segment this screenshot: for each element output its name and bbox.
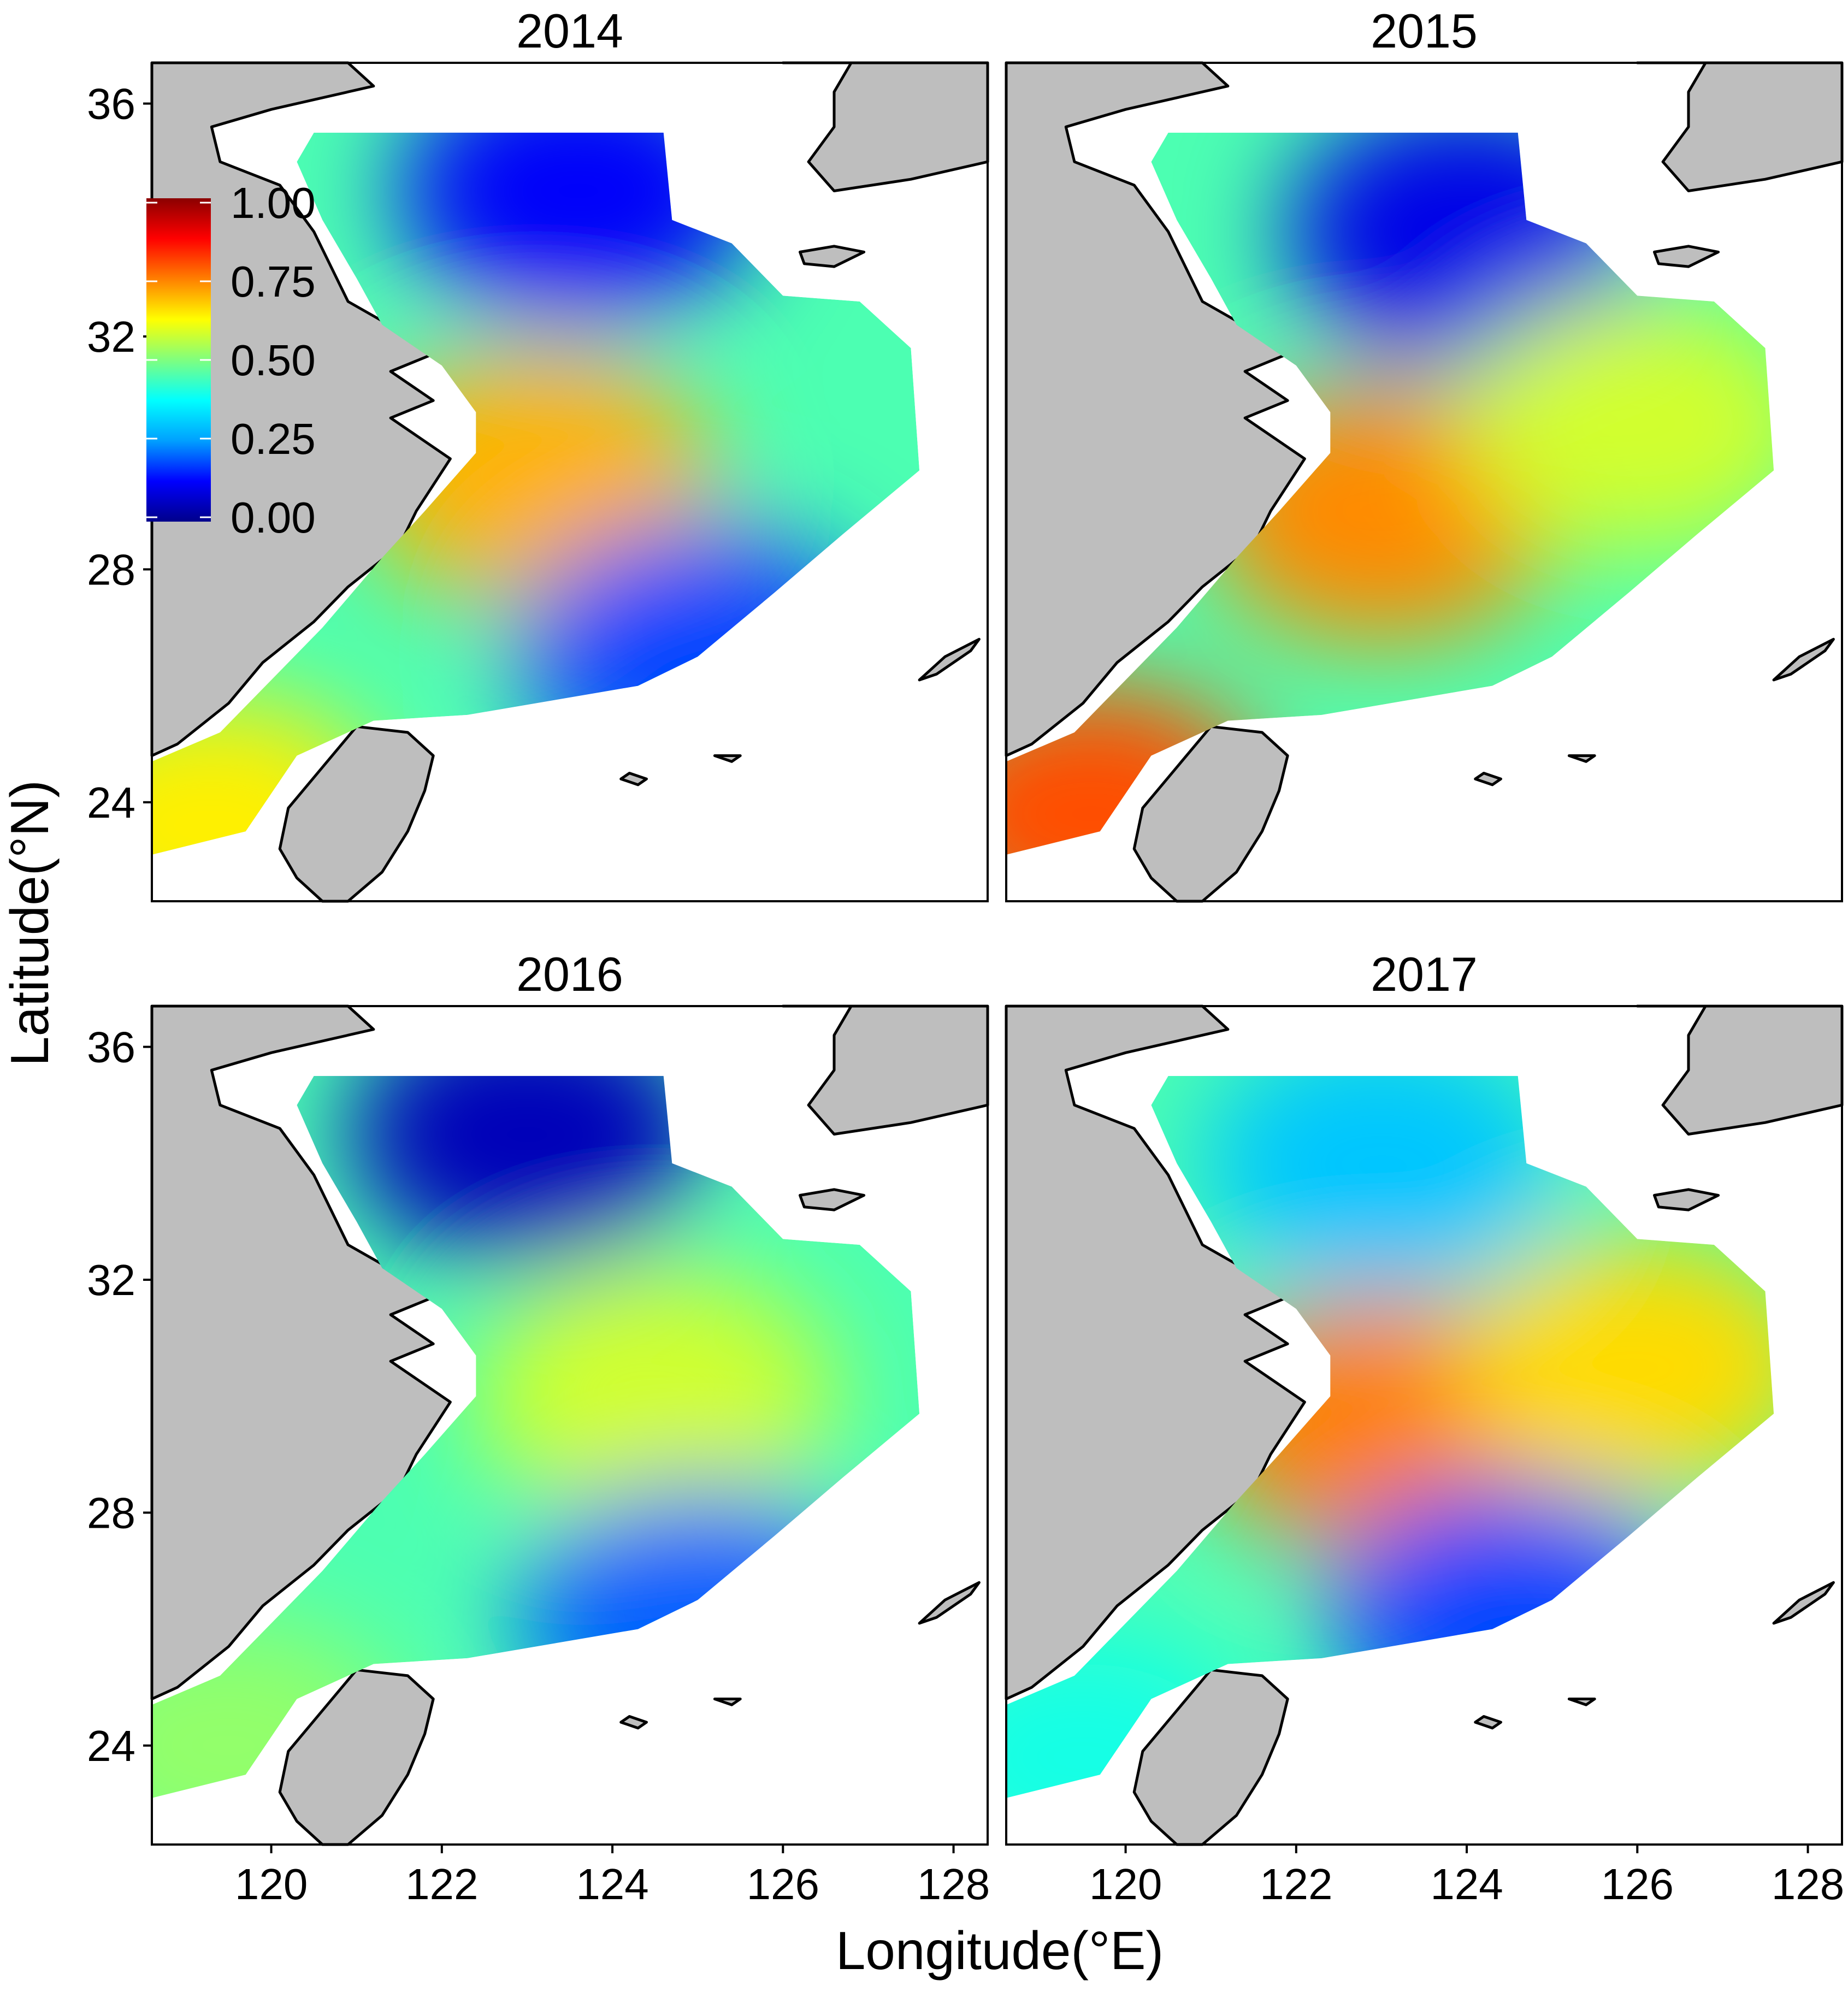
jeju-island <box>1653 245 1720 268</box>
y-tick-label: 32 <box>87 312 135 361</box>
map-panels: 2014 24 28 32 36 2015 2016 24 28 32 36 120 122 124 126… <box>87 4 1844 1908</box>
island <box>713 1698 742 1706</box>
color-legend: 1.00 0.75 0.50 0.25 0.00 <box>146 179 316 542</box>
jeju-island <box>1653 1188 1720 1211</box>
x-tick-label: 126 <box>747 1860 819 1908</box>
island <box>1474 1715 1502 1730</box>
panel-title: 2017 <box>1371 947 1478 1001</box>
panel-frame <box>1005 62 1843 902</box>
map-panel-2016: 2016 24 28 32 36 120 122 124 126 128 <box>87 947 990 1908</box>
density-hotspot <box>1457 292 1774 555</box>
island <box>1567 1698 1596 1706</box>
x-tick-label: 128 <box>917 1860 990 1908</box>
island <box>1772 637 1835 682</box>
y-tick-label: 24 <box>87 778 135 827</box>
china-land <box>1005 1004 1306 1700</box>
density-hotspot <box>152 1614 409 1798</box>
island <box>713 754 742 763</box>
y-tick-label: 28 <box>87 545 135 594</box>
density-hotspot <box>346 1075 707 1266</box>
y-axis-label: Latitude(°N) <box>0 780 60 1066</box>
x-tick-label: 128 <box>1772 1860 1844 1908</box>
island <box>1772 1581 1835 1625</box>
density-hotspot <box>1457 1236 1774 1498</box>
map-panel-2015: 2015 <box>1005 4 1844 903</box>
island <box>1474 772 1502 787</box>
island <box>918 637 981 682</box>
x-tick-label: 124 <box>576 1860 648 1908</box>
island <box>619 772 648 787</box>
map-panel-2014: 2014 24 28 32 36 <box>87 4 989 903</box>
legend-label: 0.50 <box>231 336 316 385</box>
x-tick-label: 120 <box>1089 1860 1162 1908</box>
x-tick-label: 122 <box>405 1860 478 1908</box>
x-tick-label: 122 <box>1260 1860 1332 1908</box>
density-hotspot <box>398 132 759 322</box>
china-land <box>150 1004 452 1700</box>
y-tick-label: 24 <box>87 1722 135 1770</box>
legend-label: 0.75 <box>231 257 316 306</box>
map-panel-2017: 2017 120 122 124 126 128 <box>1005 947 1844 1908</box>
y-tick-label: 28 <box>87 1488 135 1537</box>
legend-label: 0.00 <box>231 493 316 542</box>
panel-title: 2015 <box>1371 4 1478 58</box>
legend-label: 1.00 <box>231 179 316 227</box>
jeju-island <box>799 245 866 268</box>
jeju-island <box>799 1188 866 1211</box>
x-tick-label: 124 <box>1430 1860 1503 1908</box>
panel-title: 2016 <box>516 947 623 1001</box>
y-tick-label: 36 <box>87 80 135 128</box>
legend-label: 0.25 <box>231 415 316 463</box>
y-tick-label: 36 <box>87 1023 135 1072</box>
y-tick-label: 32 <box>87 1256 135 1304</box>
panel-title: 2014 <box>516 4 623 58</box>
density-hotspot <box>1201 1075 1562 1294</box>
china-land <box>150 61 452 757</box>
x-axis-label: Longitude(°E) <box>836 1920 1164 1981</box>
china-land <box>1005 61 1306 757</box>
density-hotspot <box>475 1265 836 1528</box>
panel-frame <box>151 1005 989 1846</box>
island <box>619 1715 648 1730</box>
x-tick-label: 126 <box>1601 1860 1674 1908</box>
island <box>1567 754 1596 763</box>
panel-frame <box>1005 1005 1843 1846</box>
island <box>918 1581 981 1625</box>
x-tick-label: 120 <box>235 1860 308 1908</box>
